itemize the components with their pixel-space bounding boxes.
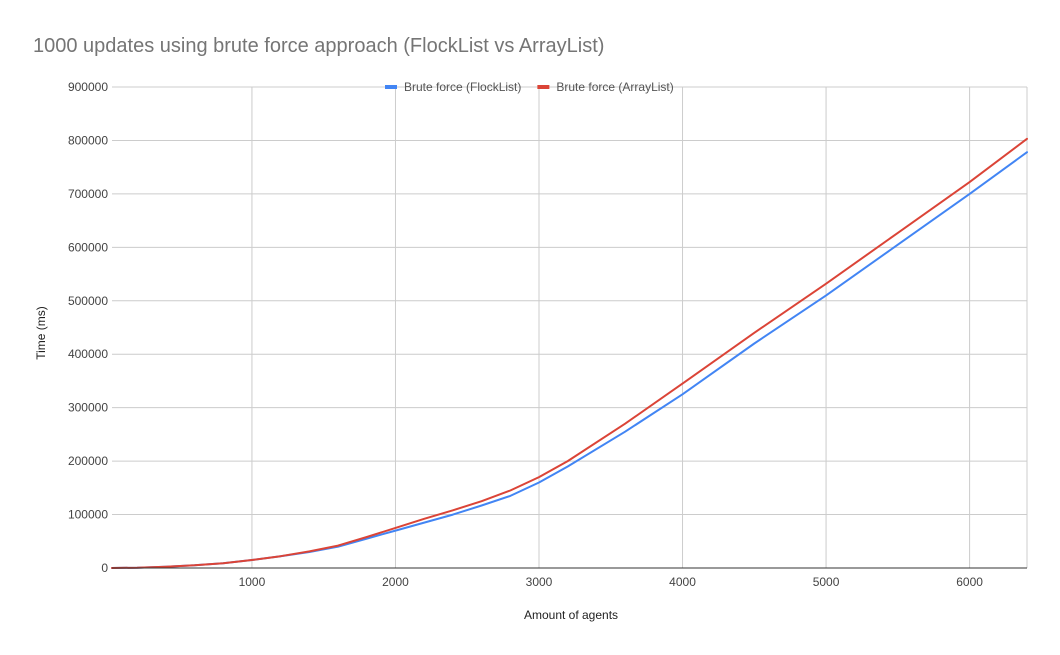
y-axis-tick-labels: 0 100000 200000 300000 400000 500000 600000 700… (68, 80, 108, 575)
legend-label: Brute force (ArrayList) (556, 80, 673, 94)
y-tick-label: 900000 (68, 80, 108, 94)
series-lines (111, 137, 1028, 569)
x-tick-label: 1000 (239, 575, 266, 589)
y-tick-label: 500000 (68, 294, 108, 308)
x-axis-title: Amount of agents (524, 608, 618, 622)
x-tick-label: 2000 (382, 575, 409, 589)
x-tick-label: 5000 (813, 575, 840, 589)
legend-label: Brute force (FlockList) (404, 80, 521, 94)
legend: Brute force (FlockList) Brute force (Arra… (385, 80, 674, 94)
y-tick-label: 300000 (68, 401, 108, 415)
y-tick-label: 700000 (68, 187, 108, 201)
series-line (111, 151, 1028, 569)
legend-swatch (385, 85, 397, 89)
gridlines (112, 86, 1028, 568)
chart-title: 1000 updates using brute force approach … (33, 35, 604, 57)
legend-swatch (537, 85, 550, 89)
series-line (111, 137, 1028, 569)
y-tick-label: 200000 (68, 454, 108, 468)
x-axis-tick-labels: 1000 2000 3000 4000 5000 6000 (239, 575, 984, 589)
x-tick-label: 4000 (669, 575, 696, 589)
y-tick-label: 400000 (68, 347, 108, 361)
x-tick-label: 6000 (956, 575, 983, 589)
y-tick-label: 100000 (68, 508, 108, 522)
y-axis-title: Time (ms) (34, 306, 48, 360)
y-tick-label: 800000 (68, 133, 108, 147)
y-tick-label: 0 (101, 561, 108, 575)
x-tick-label: 3000 (526, 575, 553, 589)
y-tick-label: 600000 (68, 240, 108, 254)
